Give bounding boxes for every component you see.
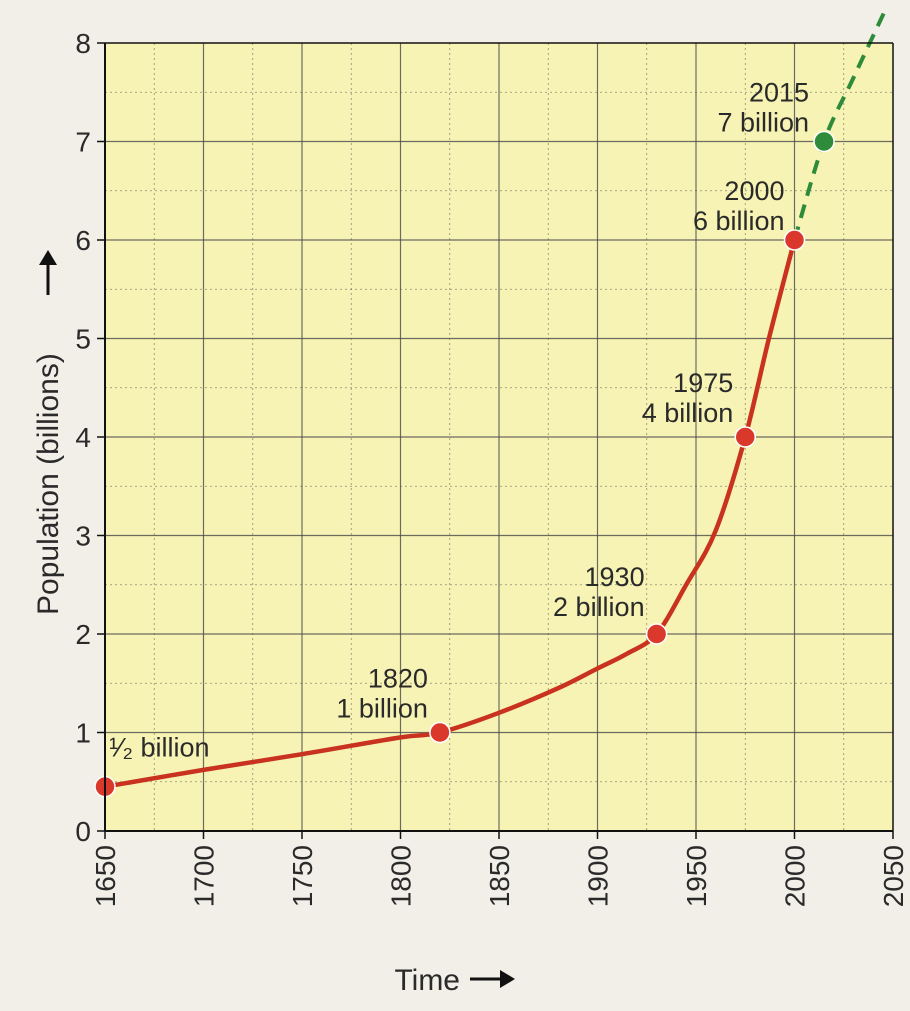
x-tick-label: 1900 [583, 845, 614, 907]
annotation-1820-value: 1 billion [336, 694, 428, 724]
annotation-2015-year: 2015 [749, 78, 809, 108]
annotation-1650-value: ¹⁄₂ billion [109, 733, 210, 763]
y-tick-label: 7 [75, 127, 91, 158]
annotation-1820-year: 1820 [368, 664, 428, 694]
y-tick-label: 4 [75, 422, 91, 453]
x-tick-label: 2000 [780, 845, 811, 907]
annotation-2000-year: 2000 [724, 176, 784, 206]
annotation-1975-year: 1975 [673, 368, 733, 398]
x-tick-label: 1850 [484, 845, 515, 907]
y-axis-arrowhead-icon [39, 250, 57, 265]
plot-area [105, 43, 893, 831]
data-point-1975 [734, 426, 756, 448]
annotation-1930-value: 2 billion [553, 592, 645, 622]
annotation-2000-value: 6 billion [693, 206, 785, 236]
x-tick-label: 2050 [878, 845, 909, 907]
annotation-2015-value: 7 billion [717, 108, 809, 138]
data-point-1930 [645, 623, 668, 645]
y-tick-label: 1 [75, 718, 91, 749]
data-point-2000 [783, 229, 806, 251]
y-tick-label: 3 [75, 521, 91, 552]
annotation-1975-value: 4 billion [642, 398, 734, 428]
y-tick-label: 0 [75, 816, 91, 847]
data-point-2015 [813, 130, 835, 153]
x-tick-label: 1800 [386, 845, 417, 907]
y-tick-label: 5 [75, 324, 91, 355]
y-axis-title: Population (billions) [32, 353, 65, 615]
data-point-1820 [429, 721, 451, 744]
x-tick-label: 1950 [681, 845, 712, 907]
axes-layer: 0 1 2 3 4 5 6 7 8 1650 1700 1750 1800 1850 1900 1950 200… [39, 28, 909, 988]
x-axis-title: Time [394, 964, 460, 997]
annotation-1930-year: 1930 [585, 562, 645, 592]
x-axis-arrowhead-icon [500, 970, 515, 988]
x-tick-label: 1650 [90, 845, 121, 907]
x-tick-label: 1750 [287, 845, 318, 907]
y-tick-label: 6 [75, 225, 91, 256]
x-tick-label: 1700 [189, 845, 220, 907]
y-tick-label: 8 [75, 28, 91, 59]
y-tick-label: 2 [75, 619, 91, 650]
